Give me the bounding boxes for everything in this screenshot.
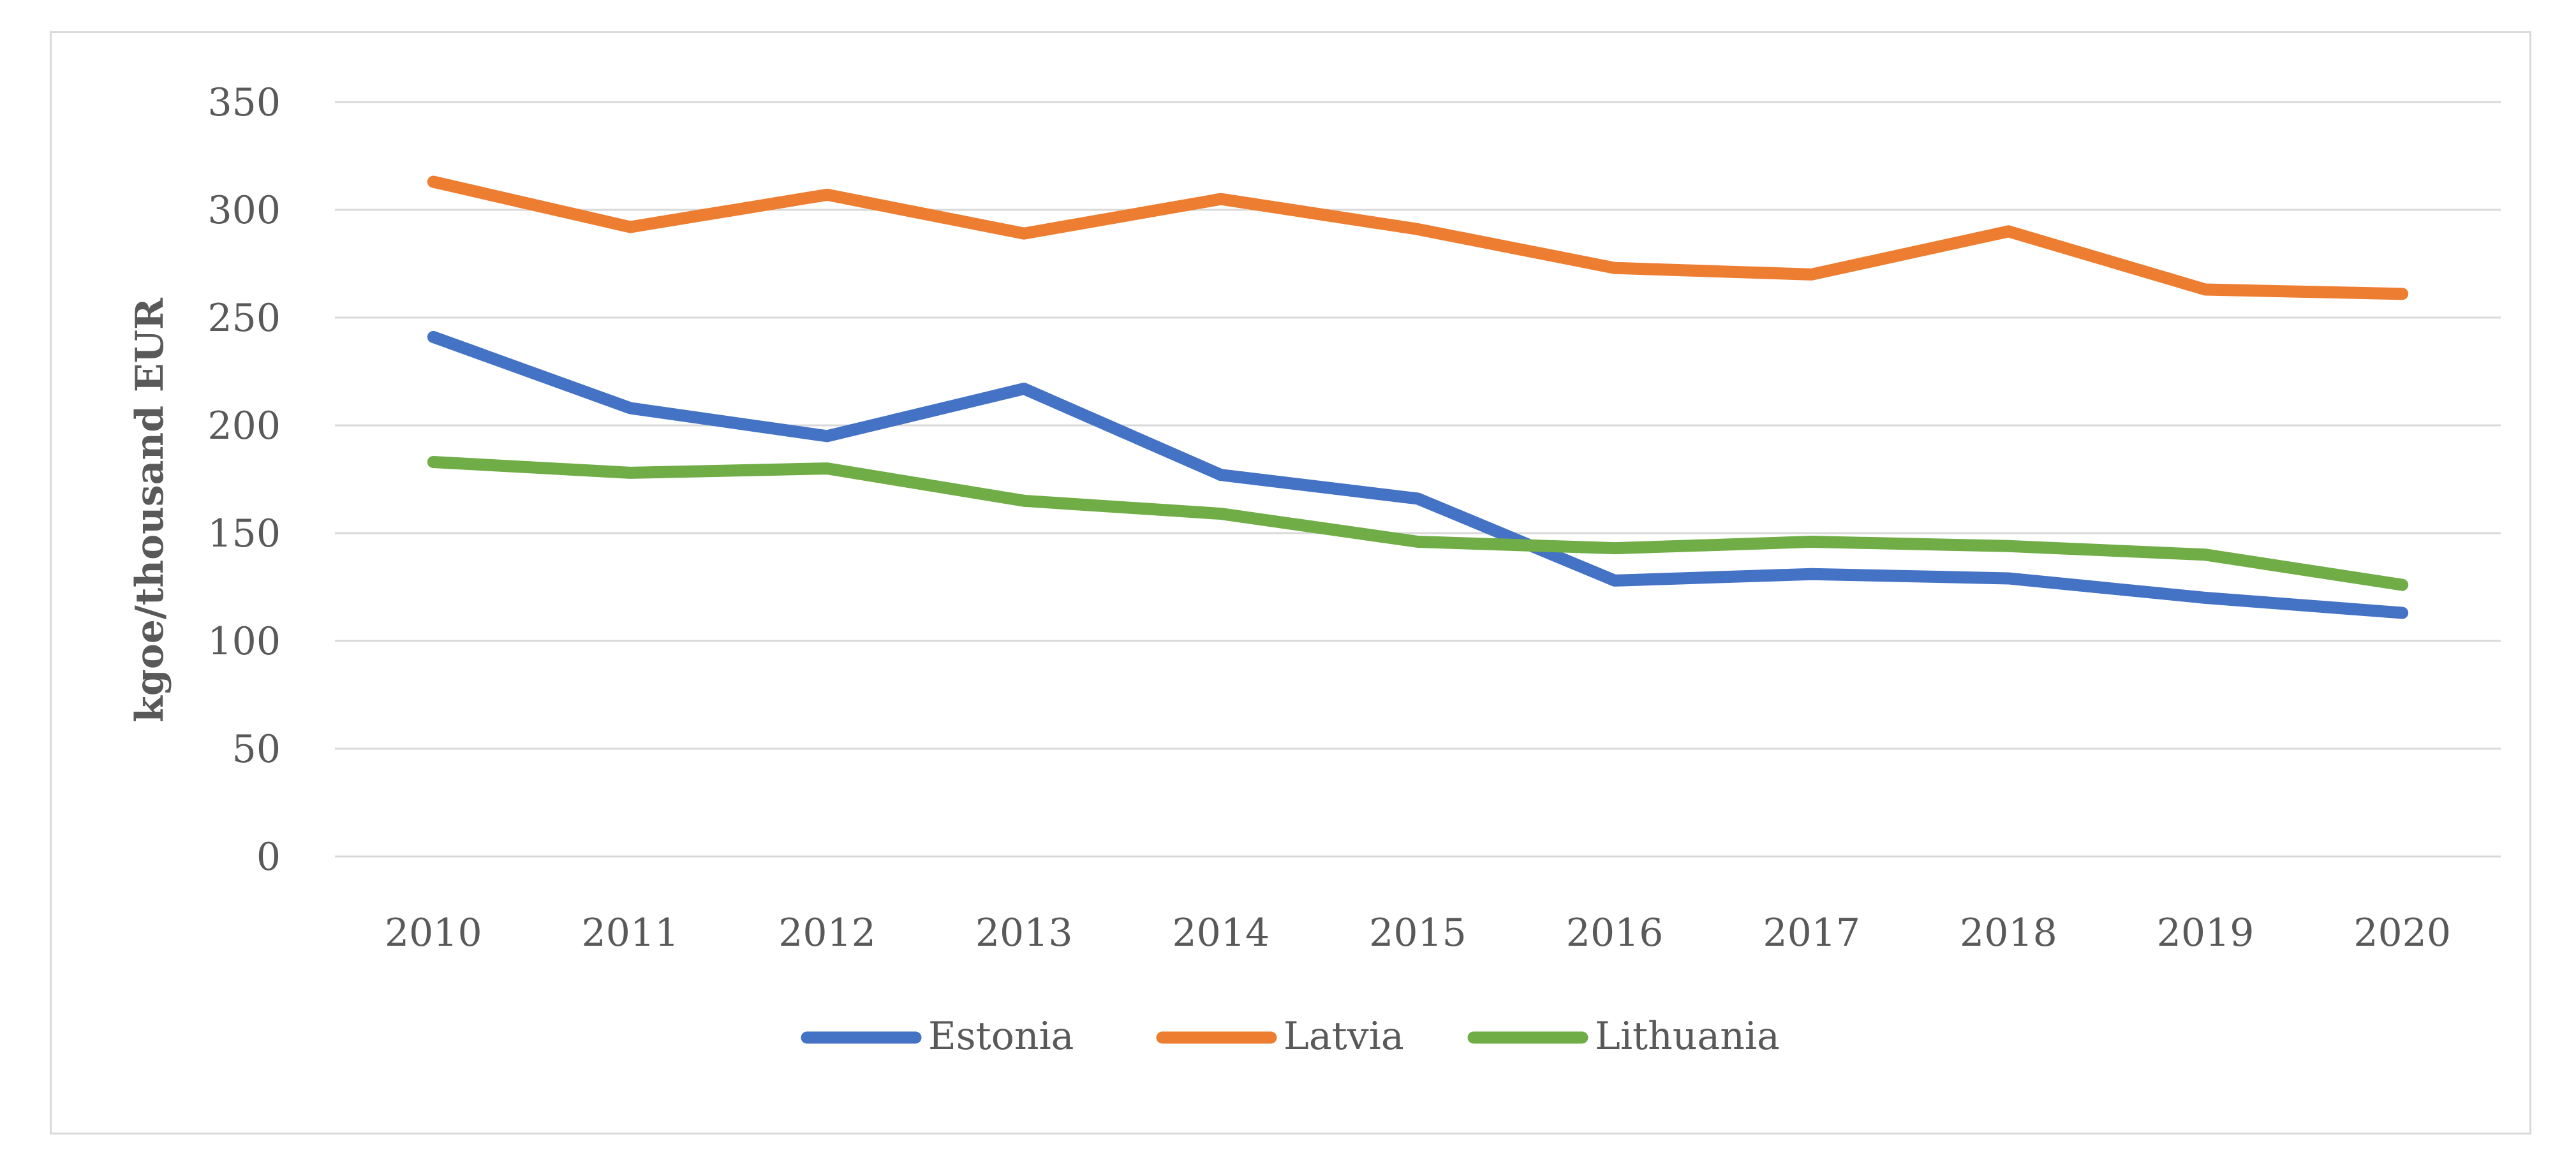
x-tick-label: 2012 bbox=[778, 911, 876, 955]
legend-label: Latvia bbox=[1284, 1014, 1404, 1059]
y-axis-tick-labels: 0 50 100 150 200 250 300 350 bbox=[207, 80, 281, 879]
x-tick-label: 2015 bbox=[1369, 911, 1467, 955]
y-tick-label: 200 bbox=[207, 404, 281, 448]
x-tick-label: 2019 bbox=[2157, 911, 2254, 955]
x-tick-label: 2016 bbox=[1566, 911, 1664, 955]
x-tick-label: 2020 bbox=[2353, 911, 2451, 955]
legend: Estonia Latvia Lithuania bbox=[801, 1014, 1780, 1059]
x-tick-label: 2010 bbox=[385, 911, 482, 955]
y-tick-label: 350 bbox=[207, 80, 281, 125]
series-lines bbox=[427, 175, 2409, 619]
y-tick-label: 0 bbox=[256, 835, 281, 879]
series-line-lithuania bbox=[427, 455, 2409, 591]
y-tick-label: 100 bbox=[207, 619, 281, 664]
series-line-estonia bbox=[427, 330, 2409, 619]
x-tick-label: 2018 bbox=[1960, 911, 2057, 955]
x-tick-label: 2014 bbox=[1173, 911, 1270, 955]
legend-entry-estonia: Estonia bbox=[801, 1014, 1074, 1059]
series-line-latvia bbox=[427, 175, 2409, 300]
y-tick-label: 300 bbox=[207, 188, 281, 233]
y-tick-label: 150 bbox=[207, 511, 281, 556]
x-tick-label: 2017 bbox=[1763, 911, 1860, 955]
gridlines bbox=[335, 101, 2501, 858]
x-tick-label: 2013 bbox=[975, 911, 1073, 955]
legend-label: Estonia bbox=[928, 1014, 1074, 1059]
legend-entry-latvia: Latvia bbox=[1156, 1014, 1404, 1059]
legend-entry-lithuania: Lithuania bbox=[1467, 1014, 1780, 1059]
y-axis-title: kgoe/thousand EUR bbox=[128, 297, 172, 723]
y-tick-label: 250 bbox=[207, 296, 281, 341]
y-tick-label: 50 bbox=[232, 727, 281, 772]
x-tick-label: 2011 bbox=[582, 911, 679, 955]
x-axis-tick-labels: 2010 2011 2012 2013 2014 2015 2016 2017 2018 2019… bbox=[385, 911, 2451, 955]
legend-label: Lithuania bbox=[1595, 1014, 1780, 1059]
